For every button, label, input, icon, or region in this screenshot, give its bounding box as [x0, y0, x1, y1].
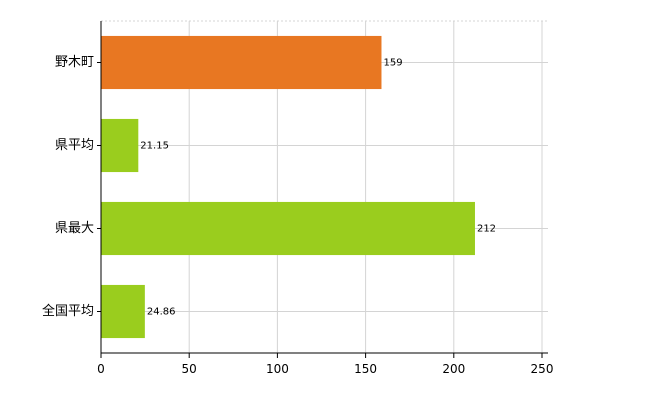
data-label: 212	[477, 224, 496, 235]
data-labels: 159 21.15 212 24.86	[140, 58, 496, 318]
x-tick-label: 50	[182, 362, 197, 376]
y-tick-label: 県最大	[55, 221, 94, 236]
bars	[101, 35, 475, 339]
data-label: 24.86	[147, 307, 176, 318]
axes	[100, 21, 548, 354]
x-axis-ticks: 0 50 100 150 200 250	[97, 353, 553, 376]
y-tick-label: 全国平均	[42, 303, 94, 319]
x-tick-label: 0	[97, 362, 105, 376]
y-tick-label: 県平均	[55, 138, 94, 153]
bar	[101, 118, 139, 173]
y-tick-label: 野木町	[55, 55, 94, 70]
x-tick-label: 150	[354, 362, 377, 376]
bar	[101, 201, 475, 256]
data-label: 21.15	[140, 141, 169, 152]
bar	[101, 284, 145, 339]
data-label: 159	[383, 58, 402, 69]
x-tick-label: 100	[266, 362, 289, 376]
x-tick-label: 200	[442, 362, 465, 376]
x-tick-label: 250	[531, 362, 554, 376]
bar	[101, 35, 382, 90]
